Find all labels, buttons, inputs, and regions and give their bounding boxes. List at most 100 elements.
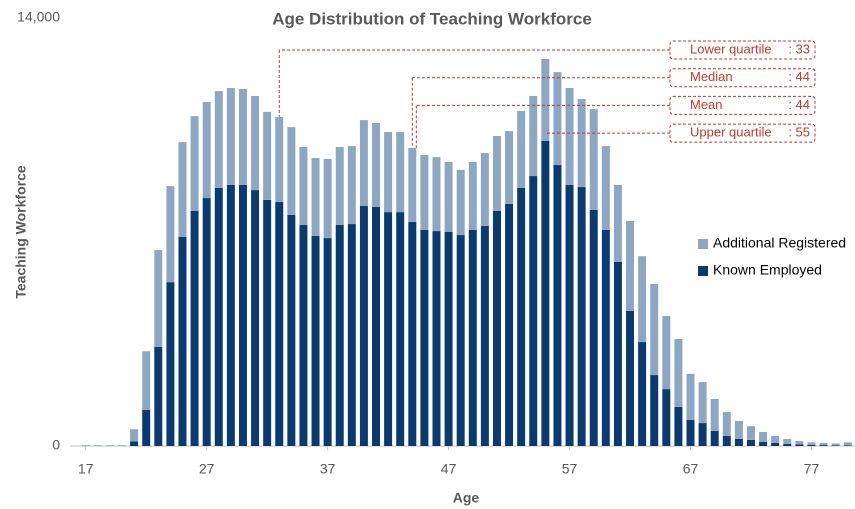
bar-segment [202, 102, 211, 199]
bar-segment [795, 441, 804, 445]
bar-segment [432, 157, 441, 232]
bar-segment [468, 161, 477, 230]
bar-segment [372, 122, 381, 207]
x-tick-label: 67 [683, 461, 699, 477]
bar-segment [601, 146, 610, 230]
legend-swatch [698, 266, 708, 276]
bar-segment [480, 225, 489, 446]
annotation-box [669, 68, 816, 88]
y-axis-label: Teaching Workforce [13, 165, 29, 299]
bar-segment [565, 88, 574, 185]
bar-segment [843, 442, 852, 446]
bar-segment [335, 224, 344, 446]
bar-segment [226, 88, 235, 185]
bar-segment [214, 91, 223, 188]
x-tick-label: 27 [199, 461, 215, 477]
bar-segment [831, 443, 840, 446]
bar-segment [142, 351, 151, 410]
bar-segment [517, 187, 526, 446]
annotation-label: Mean [690, 97, 723, 112]
bar-segment [396, 132, 405, 213]
bar-segment [323, 238, 332, 446]
bar-segment [214, 187, 223, 446]
bar-segment [492, 210, 501, 446]
bar-segment [722, 435, 731, 446]
bar-segment [480, 153, 489, 226]
chart-title: Age Distribution of Teaching Workforce [272, 9, 592, 28]
annotation-box [669, 95, 816, 115]
bar-segment [710, 398, 719, 432]
bar-segment [698, 382, 707, 424]
bar-segment [166, 186, 175, 283]
annotation-value: : 33 [788, 41, 810, 56]
bar-segment [263, 199, 272, 446]
bar-segment [154, 250, 163, 347]
bar-segment [420, 229, 429, 446]
bar-segment [408, 221, 417, 446]
bar-segment [626, 310, 635, 446]
bar-segment [553, 72, 562, 166]
bar-segment [384, 212, 393, 446]
bar-segment [444, 232, 453, 446]
y-tick-label: 14,000 [17, 9, 60, 25]
bar-segment [759, 442, 768, 446]
bar-segment [142, 409, 151, 446]
bar-segment [299, 224, 308, 446]
bar-segment [783, 438, 792, 444]
bar-segment [347, 224, 356, 446]
bar-segment [178, 142, 187, 237]
bar-segment [686, 420, 695, 446]
bar-segment [190, 116, 199, 211]
bar-segment [843, 445, 852, 446]
annotation-label: Upper quartile [690, 125, 772, 140]
x-tick-label: 37 [320, 461, 336, 477]
annotation-value: : 55 [788, 125, 810, 140]
bar-segment [396, 212, 405, 446]
bar-segment [807, 442, 816, 445]
legend-label: Additional Registered [713, 235, 846, 251]
x-tick-label: 57 [562, 461, 578, 477]
bar-segment [299, 147, 308, 225]
bar-segment [698, 423, 707, 446]
bar-segment [226, 184, 235, 447]
bar-segment [662, 389, 671, 446]
bar-segment [650, 375, 659, 446]
x-axis-label: Age [453, 490, 480, 506]
bar-segment [251, 190, 260, 446]
bar-segment [638, 256, 647, 343]
bar-segment [238, 88, 247, 185]
bar-segment [771, 442, 780, 446]
annotation-box [669, 40, 816, 60]
bar-segment [347, 146, 356, 225]
bar-segment [166, 282, 175, 446]
legend-label: Known Employed [713, 262, 822, 278]
bar-segment [589, 109, 598, 210]
bar-segment [710, 431, 719, 446]
bar-segment [613, 184, 622, 262]
bar-segment [613, 261, 622, 446]
annotation-value: : 44 [788, 69, 810, 84]
bar-segment [565, 184, 574, 447]
bar-segment [130, 441, 139, 446]
bar-segment [202, 198, 211, 446]
bar-segment [734, 420, 743, 439]
bar-segment [492, 136, 501, 211]
bar-segment [372, 206, 381, 446]
x-tick-label: 77 [804, 461, 820, 477]
bar-segment [444, 161, 453, 232]
bar-segment [746, 426, 755, 440]
bar-segment [783, 443, 792, 446]
bar-segment [529, 176, 538, 446]
bar-segment [130, 429, 139, 442]
bar-segment [686, 373, 695, 421]
bar-segment [577, 99, 586, 188]
bar-segment [456, 169, 465, 236]
bar-segment [746, 439, 755, 446]
bar-segment [178, 236, 187, 446]
bar-segment [601, 229, 610, 446]
bar-segment [577, 187, 586, 446]
bar-segment [831, 445, 840, 446]
bar-segment [819, 445, 828, 446]
bar-segment [505, 203, 514, 446]
bar-segment [638, 342, 647, 446]
